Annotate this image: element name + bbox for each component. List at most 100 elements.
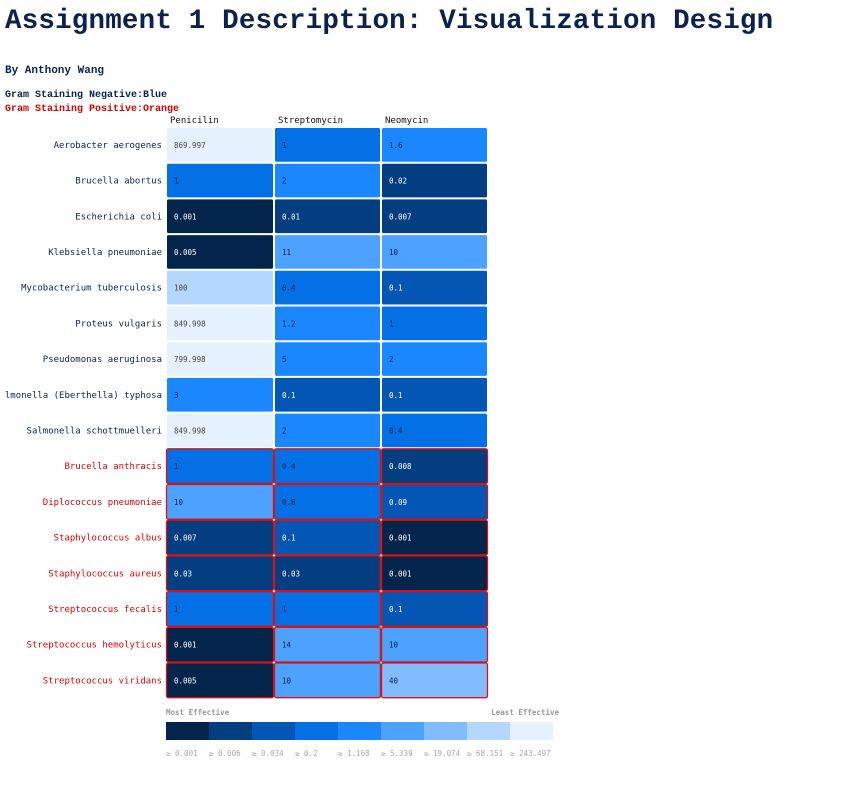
heatmap-cell: 0.005 (165, 662, 275, 699)
cell-rect (165, 662, 275, 699)
scale-tick-label: ≥ 1.168 (338, 749, 370, 758)
cell-rect (274, 412, 381, 449)
cell-rect (165, 519, 275, 556)
cell-rect (380, 519, 489, 556)
cell-rect (274, 376, 381, 413)
author-byline: By Anthony Wang (5, 65, 105, 77)
cell-value: 0.02 (389, 177, 407, 186)
heatmap-cell: 1 (165, 590, 275, 627)
heatmap-cell: 1.6 (381, 127, 488, 163)
heatmap-cell: 1 (165, 448, 275, 485)
heatmap-cell: 11 (274, 234, 381, 270)
column-label-penicilin: Penicilin (170, 116, 219, 126)
row-label: Mycobacterium tuberculosis (21, 284, 162, 294)
cell-rect (274, 198, 381, 235)
cell-rect (166, 127, 274, 163)
cell-value: 849.998 (174, 426, 206, 435)
row-label: Staphylococcus albus (54, 534, 162, 544)
heatmap-cell: 1 (273, 590, 382, 627)
cell-rect (166, 269, 274, 306)
scale-swatch (467, 722, 510, 740)
cell-rect (274, 305, 381, 342)
scale-swatch (252, 722, 295, 740)
heatmap-cell: 0.007 (165, 519, 275, 556)
cell-rect (166, 341, 274, 377)
cell-rect (166, 305, 274, 342)
heatmap-cell: 0.1 (381, 376, 488, 413)
cell-rect (380, 555, 489, 592)
cell-value: 0.8 (282, 498, 296, 507)
scale-swatch (295, 722, 338, 740)
cell-value: 0.005 (174, 676, 197, 685)
cell-rect (381, 234, 488, 270)
row-label: Streptococcus hemolyticus (27, 641, 162, 651)
heatmap-cell: 0.4 (274, 269, 381, 306)
cell-value: 0.01 (282, 212, 300, 221)
cell-rect (166, 198, 274, 235)
cell-rect (165, 555, 275, 592)
column-labels: Penicilin Streptomycin Neomycin (170, 116, 428, 126)
cell-rect (166, 412, 274, 449)
heatmap-cell: 10 (273, 662, 382, 699)
heatmap-cell: 0.01 (274, 198, 381, 235)
heatmap-cell: 0.1 (274, 376, 381, 413)
row-label: Aerobacter aerogenes (54, 141, 162, 151)
row-label: Proteus vulgaris (75, 319, 162, 329)
scale-swatch (424, 722, 467, 740)
cell-rect (380, 483, 489, 520)
page-title: Assignment 1 Description: Visualization … (5, 6, 774, 37)
cell-rect (380, 662, 489, 699)
cell-rect (381, 341, 488, 377)
heatmap-cell: 849.998 (166, 412, 274, 449)
cell-value: 0.005 (174, 248, 197, 257)
cell-rect (380, 626, 489, 663)
cell-rect (381, 376, 488, 413)
cell-value: 0.09 (389, 498, 407, 507)
cell-value: 1 (282, 605, 287, 614)
row-label: Klebsiella pneumoniae (48, 248, 162, 258)
heatmap-cell: 1 (166, 162, 274, 199)
heatmap-cell: 100 (166, 269, 274, 306)
cell-value: 0.1 (282, 534, 296, 543)
cell-rect (381, 162, 488, 199)
cell-rect (380, 448, 489, 485)
row-label: Brucella abortus (75, 177, 162, 187)
row-label: Salmonella schottmuelleri (27, 426, 162, 436)
cell-value: 0.4 (389, 426, 403, 435)
cell-value: 2 (389, 355, 394, 364)
gram-positive-legend: Gram Staining Positive:Orange (5, 104, 180, 115)
scale-swatch (209, 722, 252, 740)
color-scale-legend: Most Effective Least Effective ≥ 0.001 ≥ 0.… (166, 708, 559, 758)
cell-value: 0.1 (389, 605, 403, 614)
heatmap-cell: 10 (165, 483, 275, 520)
cell-rect (381, 305, 488, 342)
scale-swatch (338, 722, 381, 740)
cell-rect (166, 234, 274, 270)
cell-value: 14 (282, 641, 292, 650)
cell-value: 0.1 (389, 284, 403, 293)
heatmap-cell: 0.4 (273, 448, 382, 485)
row-label: Pseudomonas aeruginosa (43, 355, 162, 365)
cell-rect (166, 376, 274, 413)
scale-tick-label: ≥ 0.001 (166, 749, 198, 758)
cell-value: 11 (282, 248, 291, 257)
scale-label-most-effective: Most Effective (166, 708, 230, 717)
cell-value: 0.001 (389, 569, 412, 578)
cell-value: 10 (282, 676, 292, 685)
cell-value: 0.4 (282, 462, 296, 471)
row-label: Diplococcus pneumoniae (43, 498, 162, 508)
row-labels: Aerobacter aerogenes Brucella abortus Esch… (5, 141, 162, 686)
cell-value: 0.001 (389, 534, 412, 543)
cell-rect (381, 127, 488, 163)
cell-value: 2 (282, 426, 287, 435)
cell-rect (165, 483, 275, 520)
heatmap-cell: 799.998 (166, 341, 274, 377)
cell-value: 1 (389, 319, 394, 328)
cell-value: 1 (174, 462, 179, 471)
scale-label-least-effective: Least Effective (491, 708, 559, 717)
cell-value: 0.007 (389, 212, 412, 221)
cell-value: 799.998 (174, 355, 206, 364)
cell-rect (273, 590, 382, 627)
heatmap-cell: 1 (274, 127, 381, 163)
